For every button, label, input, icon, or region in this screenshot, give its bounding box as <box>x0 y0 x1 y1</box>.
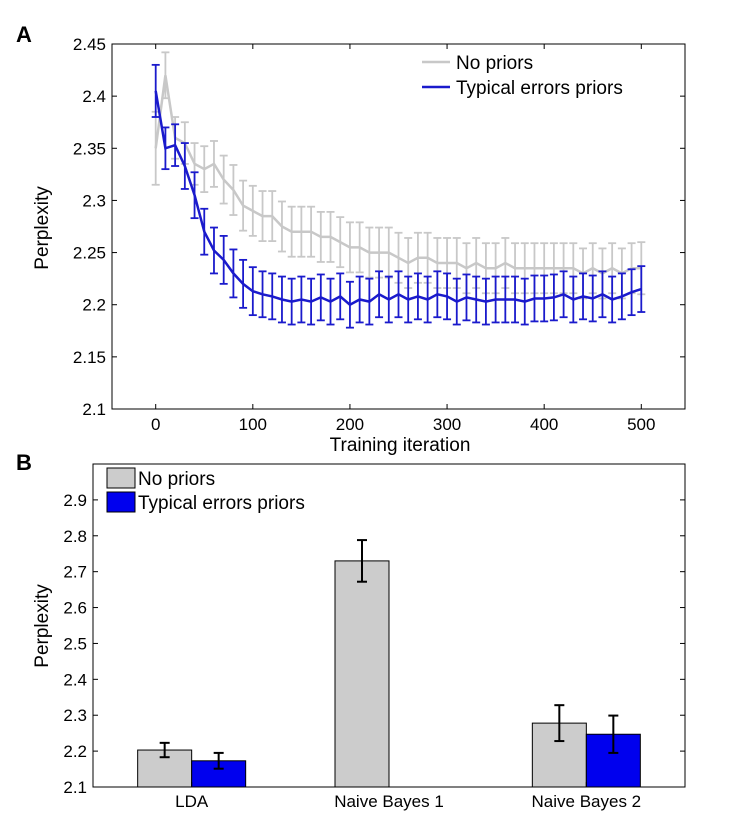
y-tick-label: 2.3 <box>82 191 106 210</box>
panel-b-x-labels: LDA Naive Bayes 1 Naive Bayes 2 <box>175 782 641 811</box>
panel-a-legend: No priors Typical errors priors <box>422 53 623 99</box>
series-line <box>154 90 642 307</box>
y-tick-label: 2.1 <box>63 778 87 797</box>
y-tick-label: 2.15 <box>73 348 106 367</box>
y-tick-label: 2.4 <box>63 670 87 689</box>
panel-a-series <box>151 51 646 329</box>
legend-b-no-priors-label: No priors <box>138 469 215 490</box>
panel-b-bars <box>137 539 641 788</box>
panel-b-ylabel: Perplexity <box>32 584 53 668</box>
x-tick-label: 200 <box>336 415 364 434</box>
panel-a-y-ticks: 2.1 2.15 2.2 2.25 2.3 2.35 2.4 2.45 <box>73 35 685 419</box>
y-tick-label: 2.4 <box>82 87 106 106</box>
panel-a-axes <box>111 43 686 410</box>
y-tick-label: 2.3 <box>63 706 87 725</box>
y-tick-label: 2.2 <box>63 742 87 761</box>
legend-b-typical-swatch <box>106 491 136 513</box>
series-line <box>154 75 642 275</box>
legend-typical-label: Typical errors priors <box>456 78 623 99</box>
series-typical-errors-priors <box>151 63 646 329</box>
panel-b-legend: No priors Typical errors priors <box>106 467 305 514</box>
y-tick-label: 2.2 <box>82 296 106 315</box>
y-tick-label: 2.5 <box>63 634 87 653</box>
panel-a-label: A <box>16 22 32 47</box>
y-tick-label: 2.9 <box>63 491 87 510</box>
panel-b-label: B <box>16 450 32 475</box>
legend-no-priors-label: No priors <box>456 53 533 74</box>
legend-b-no-priors-swatch <box>106 467 136 489</box>
y-tick-label: 2.35 <box>73 139 106 158</box>
x-tick-label: 500 <box>627 415 655 434</box>
panel-a-x-ticks: 0 100 200 300 400 500 <box>151 44 655 434</box>
y-tick-label: 2.8 <box>63 527 87 546</box>
y-tick-label: 2.25 <box>73 244 106 263</box>
x-category-label: LDA <box>175 792 209 811</box>
x-tick-label: 100 <box>239 415 267 434</box>
y-tick-label: 2.45 <box>73 35 106 54</box>
x-tick-label: 400 <box>530 415 558 434</box>
y-tick-label: 2.6 <box>63 599 87 618</box>
x-category-label: Naive Bayes 1 <box>334 792 444 811</box>
y-tick-label: 2.1 <box>82 400 106 419</box>
y-tick-label: 2.7 <box>63 563 87 582</box>
panel-a-xlabel: Training iteration <box>330 435 471 456</box>
panel-a-frame <box>111 43 686 410</box>
bar-no-priors <box>334 560 390 788</box>
x-tick-label: 0 <box>151 415 160 434</box>
panel-a-ylabel: Perplexity <box>32 186 53 270</box>
x-category-label: Naive Bayes 2 <box>532 792 642 811</box>
legend-b-typical-label: Typical errors priors <box>138 493 305 514</box>
panel-b-y-ticks: 2.1 2.2 2.3 2.4 2.5 2.6 2.7 2.8 2.9 <box>63 491 685 797</box>
x-tick-label: 300 <box>433 415 461 434</box>
